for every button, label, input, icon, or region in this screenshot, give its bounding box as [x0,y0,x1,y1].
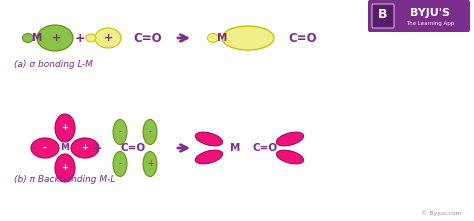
Ellipse shape [31,138,59,158]
Ellipse shape [143,120,157,145]
Text: +: + [104,33,114,43]
Text: M: M [230,143,240,153]
Ellipse shape [276,150,304,164]
Text: +: + [62,124,69,133]
Text: M: M [61,143,70,152]
Text: (a) σ bonding L-M: (a) σ bonding L-M [14,60,93,69]
Text: C=O: C=O [253,143,278,153]
Text: +: + [82,143,89,152]
Text: C=O: C=O [120,143,146,153]
Ellipse shape [71,138,99,158]
Text: M: M [32,33,42,43]
Text: +: + [75,32,85,44]
Ellipse shape [208,34,219,42]
Ellipse shape [113,152,127,177]
Text: C=O: C=O [134,32,162,44]
Text: C=O: C=O [289,32,317,44]
Ellipse shape [37,25,73,51]
Ellipse shape [55,114,75,142]
Text: -: - [43,143,47,153]
Ellipse shape [195,150,223,164]
Text: B: B [378,8,388,21]
Ellipse shape [113,120,127,145]
Ellipse shape [86,34,96,42]
FancyBboxPatch shape [372,4,394,28]
Text: BYJU'S: BYJU'S [410,8,450,18]
FancyBboxPatch shape [368,0,470,32]
Ellipse shape [222,26,274,50]
Text: +: + [147,160,153,168]
Ellipse shape [95,28,121,48]
Text: -: - [118,128,121,137]
Text: +: + [52,33,62,43]
Text: +: + [62,164,69,173]
Text: © Byjus.com: © Byjus.com [421,210,462,216]
Text: M: M [217,33,227,43]
Ellipse shape [195,132,223,146]
Text: The Learning App: The Learning App [406,21,454,25]
Ellipse shape [55,154,75,182]
Text: -: - [118,160,121,168]
Text: (b) π Backbonding M-L: (b) π Backbonding M-L [14,175,115,184]
Text: +: + [91,141,102,154]
Ellipse shape [276,132,304,146]
Ellipse shape [143,152,157,177]
Ellipse shape [22,34,34,42]
Text: -: - [149,128,151,137]
